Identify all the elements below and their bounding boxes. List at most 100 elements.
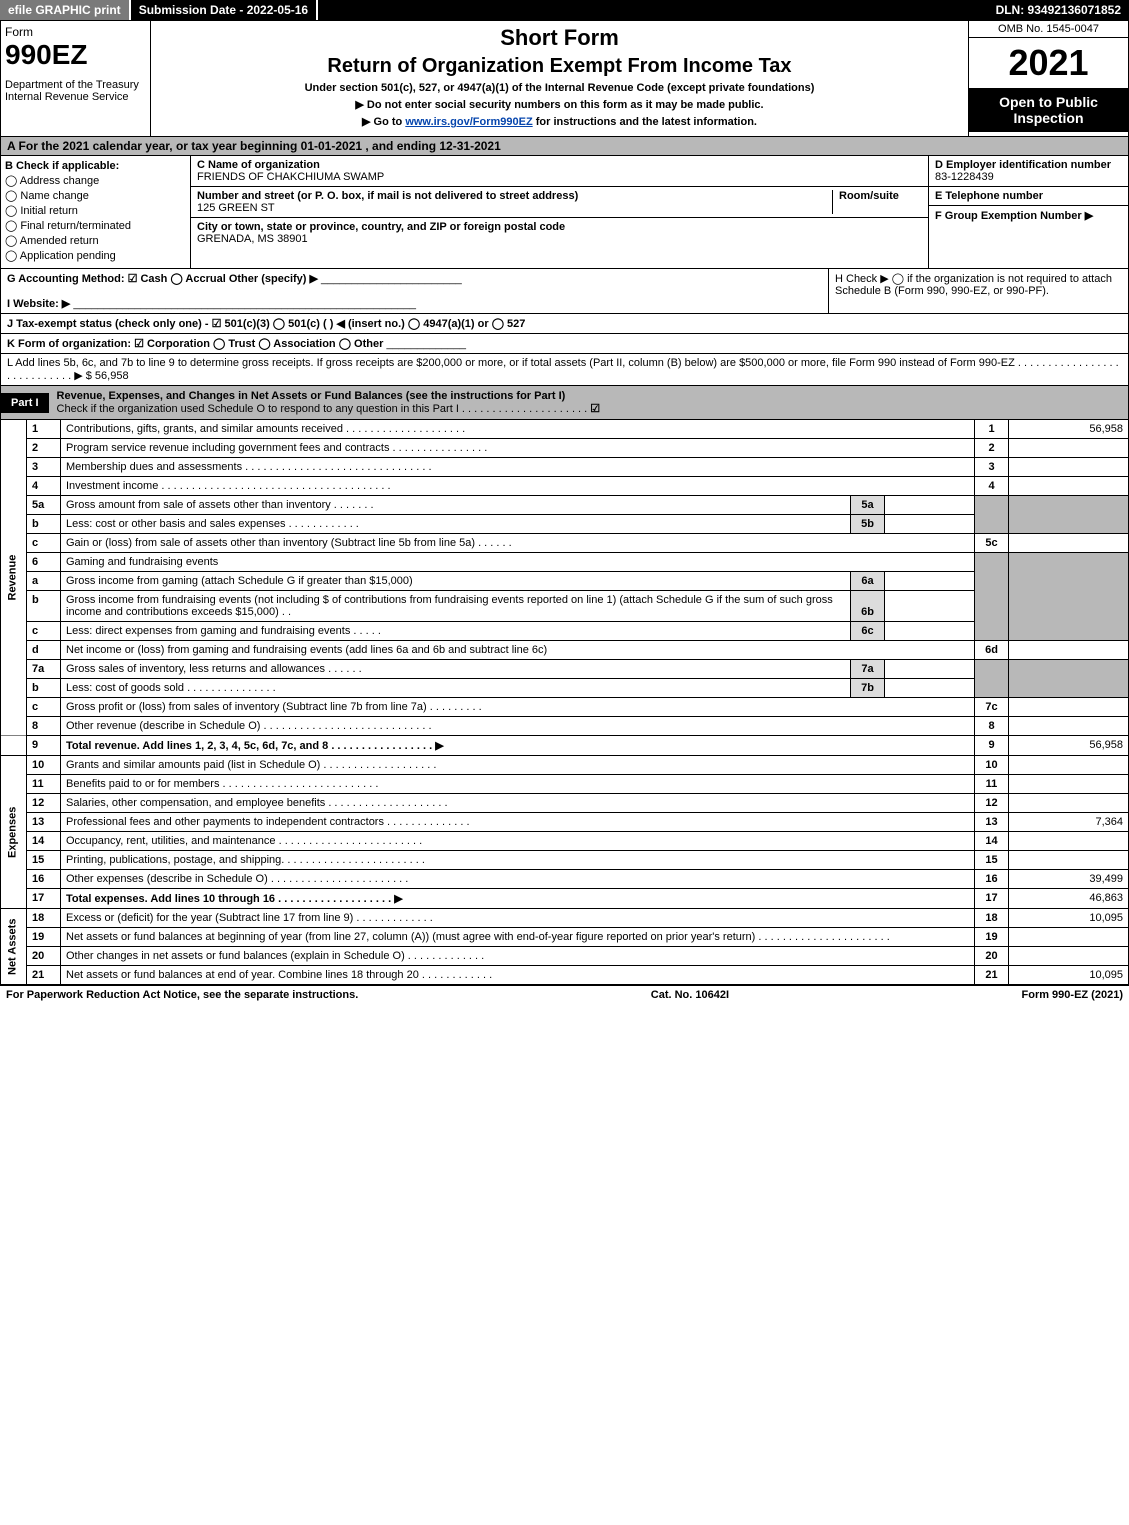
- instr-2: ▶ Go to www.irs.gov/Form990EZ for instru…: [159, 115, 960, 128]
- grey-5-amt: [1009, 496, 1129, 534]
- form-number: 990EZ: [5, 39, 146, 71]
- g-accounting: G Accounting Method: ☑ Cash ◯ Accrual Ot…: [7, 273, 318, 285]
- c-city-label: City or town, state or province, country…: [197, 221, 922, 233]
- part1-table: Revenue 1 Contributions, gifts, grants, …: [0, 420, 1129, 985]
- chk-final-return[interactable]: ◯ Final return/terminated: [5, 219, 186, 232]
- line9-ln: 9: [975, 736, 1009, 756]
- line14-desc: Occupancy, rent, utilities, and maintena…: [61, 832, 975, 851]
- line7b-subval: [885, 679, 975, 698]
- row-j: J Tax-exempt status (check only one) - ☑…: [0, 314, 1129, 334]
- line12-ln: 12: [975, 794, 1009, 813]
- line14-num: 14: [27, 832, 61, 851]
- line7c-num: c: [27, 698, 61, 717]
- chk-address-change[interactable]: ◯ Address change: [5, 174, 186, 187]
- line21-desc: Net assets or fund balances at end of ye…: [61, 966, 975, 985]
- line15-num: 15: [27, 851, 61, 870]
- footer-right: Form 990-EZ (2021): [1022, 989, 1123, 1001]
- line16-desc: Other expenses (describe in Schedule O) …: [61, 870, 975, 889]
- line20-amt: [1009, 947, 1129, 966]
- line6a-desc: Gross income from gaming (attach Schedul…: [61, 572, 851, 591]
- dln: DLN: 93492136071852: [988, 0, 1129, 20]
- line1-desc: Contributions, gifts, grants, and simila…: [61, 420, 975, 439]
- instr-2-post: for instructions and the latest informat…: [533, 116, 757, 128]
- line6a-num: a: [27, 572, 61, 591]
- line21-amt: 10,095: [1009, 966, 1129, 985]
- e-phone-label: E Telephone number: [935, 190, 1122, 202]
- footer-left: For Paperwork Reduction Act Notice, see …: [6, 989, 358, 1001]
- chk-initial-return[interactable]: ◯ Initial return: [5, 204, 186, 217]
- chk-name-change[interactable]: ◯ Name change: [5, 189, 186, 202]
- page-footer: For Paperwork Reduction Act Notice, see …: [0, 985, 1129, 1004]
- j-tax-exempt: J Tax-exempt status (check only one) - ☑…: [7, 318, 525, 330]
- top-bar: efile GRAPHIC print Submission Date - 20…: [0, 0, 1129, 20]
- line5c-desc: Gain or (loss) from sale of assets other…: [61, 534, 975, 553]
- line9-desc: Total revenue. Add lines 1, 2, 3, 4, 5c,…: [61, 736, 975, 756]
- g-line[interactable]: _______________________: [321, 273, 462, 285]
- line5c-amt: [1009, 534, 1129, 553]
- line5b-desc: Less: cost or other basis and sales expe…: [61, 515, 851, 534]
- grey-7-amt: [1009, 660, 1129, 698]
- section-b-title: B Check if applicable:: [5, 160, 119, 172]
- line20-desc: Other changes in net assets or fund bala…: [61, 947, 975, 966]
- line19-amt: [1009, 928, 1129, 947]
- k-other-line[interactable]: _____________: [386, 338, 466, 350]
- info-row-bcdef: B Check if applicable: ◯ Address change …: [0, 156, 1129, 269]
- line10-num: 10: [27, 756, 61, 775]
- line11-num: 11: [27, 775, 61, 794]
- line19-num: 19: [27, 928, 61, 947]
- line16-amt: 39,499: [1009, 870, 1129, 889]
- ein-value: 83-1228439: [935, 171, 1122, 183]
- line3-num: 3: [27, 458, 61, 477]
- line20-num: 20: [27, 947, 61, 966]
- website-input[interactable]: ________________________________________…: [73, 298, 416, 310]
- chk-application-pending[interactable]: ◯ Application pending: [5, 249, 186, 262]
- line15-amt: [1009, 851, 1129, 870]
- grey-7: [975, 660, 1009, 698]
- line6c-num: c: [27, 622, 61, 641]
- side-revenue: Revenue: [1, 420, 27, 736]
- line2-ln: 2: [975, 439, 1009, 458]
- line12-num: 12: [27, 794, 61, 813]
- chk-amended-return[interactable]: ◯ Amended return: [5, 234, 186, 247]
- i-website-label: I Website: ▶: [7, 298, 70, 310]
- line17-desc: Total expenses. Add lines 10 through 16 …: [61, 889, 975, 909]
- line18-ln: 18: [975, 909, 1009, 928]
- form-title: Return of Organization Exempt From Incom…: [159, 55, 960, 78]
- line7c-ln: 7c: [975, 698, 1009, 717]
- line7c-desc: Gross profit or (loss) from sales of inv…: [61, 698, 975, 717]
- line6b-desc: Gross income from fundraising events (no…: [61, 591, 851, 622]
- line2-num: 2: [27, 439, 61, 458]
- line5a-desc: Gross amount from sale of assets other t…: [61, 496, 851, 515]
- line6b-sub: 6b: [851, 591, 885, 622]
- line6-num: 6: [27, 553, 61, 572]
- line3-amt: [1009, 458, 1129, 477]
- line9-num: 9: [27, 736, 61, 756]
- line18-num: 18: [27, 909, 61, 928]
- instr-1: ▶ Do not enter social security numbers o…: [159, 98, 960, 111]
- side-expenses: Expenses: [1, 756, 27, 909]
- c-street-label: Number and street (or P. O. box, if mail…: [197, 190, 832, 202]
- line19-desc: Net assets or fund balances at beginning…: [61, 928, 975, 947]
- d-ein-label: D Employer identification number: [935, 159, 1122, 171]
- section-a: A For the 2021 calendar year, or tax yea…: [0, 137, 1129, 156]
- footer-mid: Cat. No. 10642I: [651, 989, 729, 1001]
- line15-desc: Printing, publications, postage, and shi…: [61, 851, 975, 870]
- line5c-ln: 5c: [975, 534, 1009, 553]
- h-check: H Check ▶ ◯ if the organization is not r…: [828, 269, 1128, 313]
- line8-num: 8: [27, 717, 61, 736]
- line5a-sub: 5a: [851, 496, 885, 515]
- line7a-sub: 7a: [851, 660, 885, 679]
- irs-link[interactable]: www.irs.gov/Form990EZ: [405, 116, 532, 128]
- line6c-sub: 6c: [851, 622, 885, 641]
- line7b-num: b: [27, 679, 61, 698]
- row-l: L Add lines 5b, 6c, and 7b to line 9 to …: [0, 354, 1129, 386]
- part1-title: Revenue, Expenses, and Changes in Net As…: [57, 390, 566, 402]
- line15-ln: 15: [975, 851, 1009, 870]
- part1-checked: ☑: [590, 403, 600, 415]
- line12-desc: Salaries, other compensation, and employ…: [61, 794, 975, 813]
- line13-ln: 13: [975, 813, 1009, 832]
- line2-amt: [1009, 439, 1129, 458]
- submission-date: Submission Date - 2022-05-16: [131, 0, 318, 20]
- line8-amt: [1009, 717, 1129, 736]
- instr-2-pre: ▶ Go to: [362, 116, 405, 128]
